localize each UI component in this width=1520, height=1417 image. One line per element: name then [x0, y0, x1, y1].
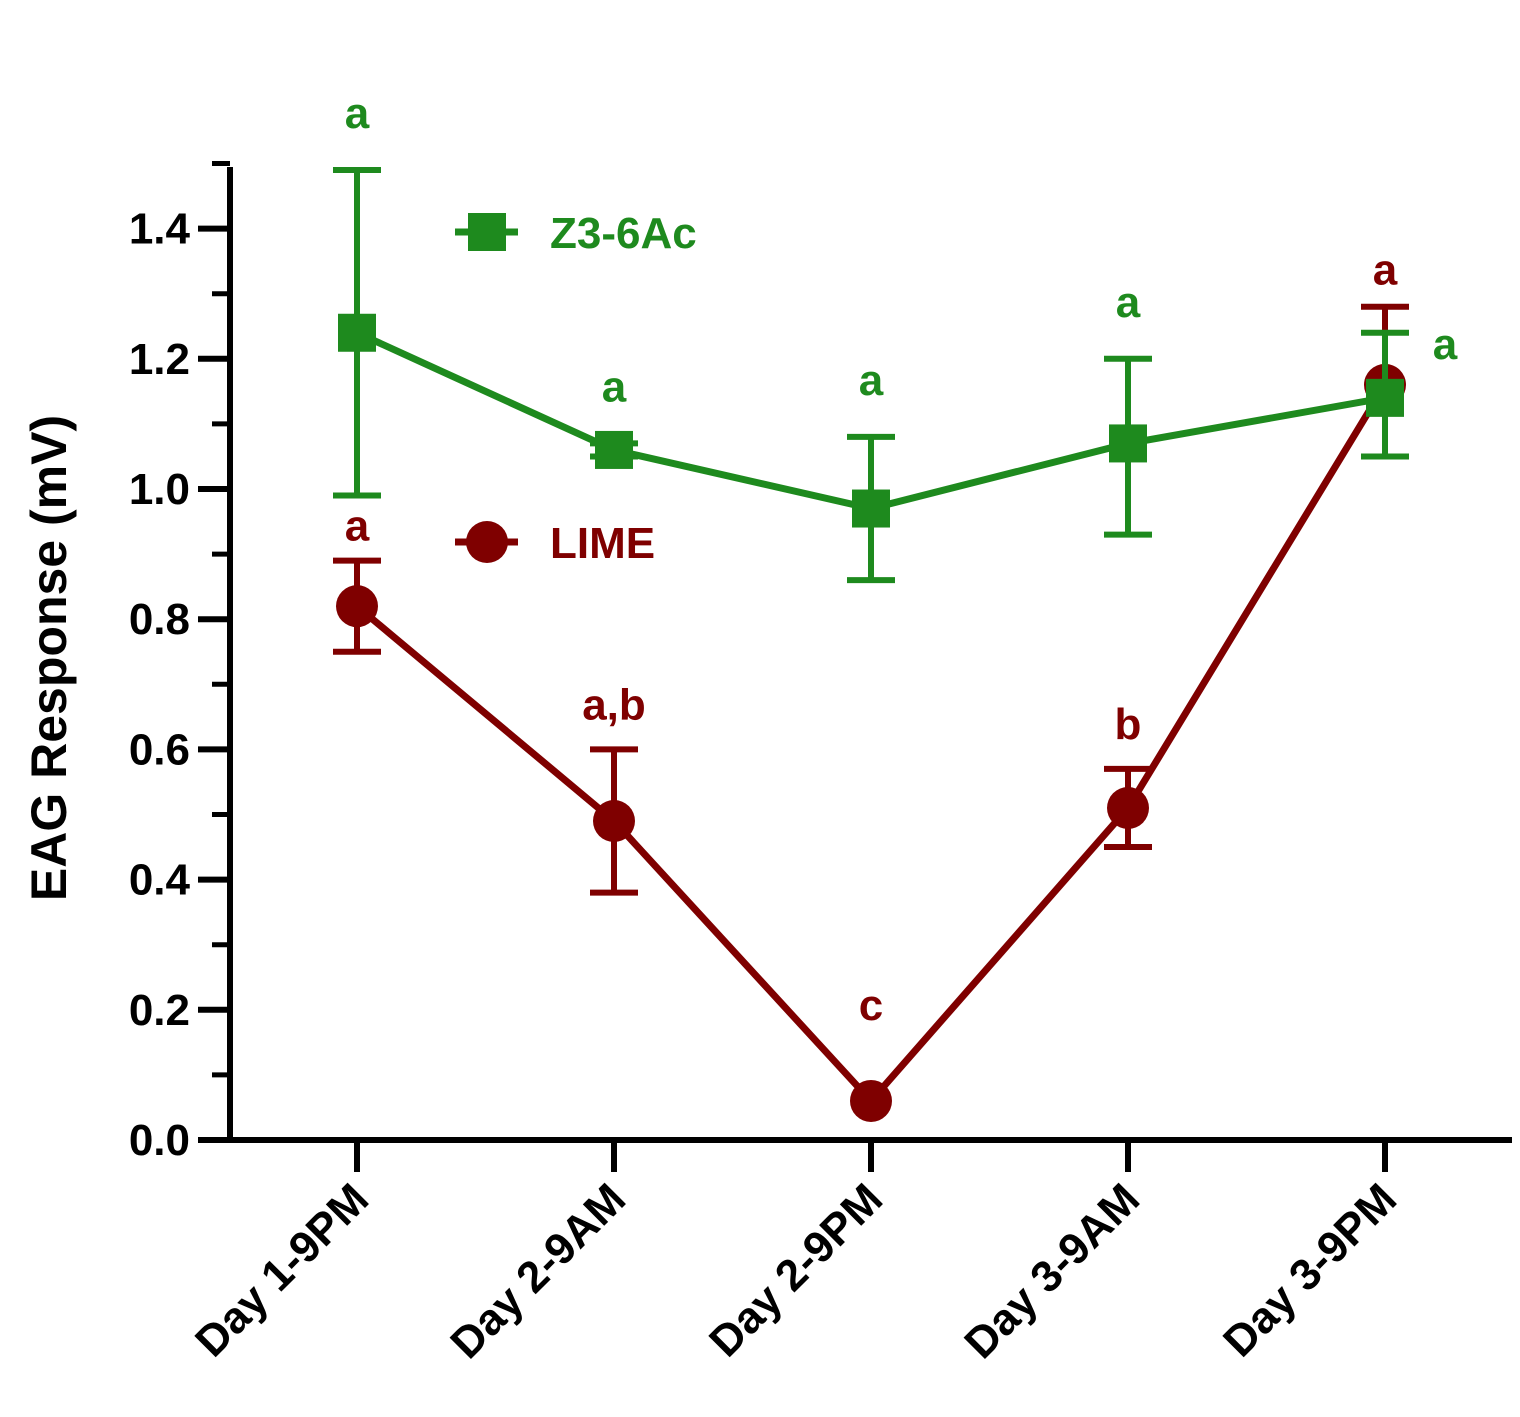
x-tick-label: Day 3-9PM: [1214, 1174, 1406, 1366]
y-tick-label: 1.2: [129, 335, 190, 384]
significance-letter: a: [1433, 320, 1458, 369]
legend-item-lime: LIME: [455, 519, 655, 568]
data-point: [852, 489, 890, 528]
data-point: [1109, 424, 1147, 463]
x-tick-label: Day 3-9AM: [955, 1174, 1149, 1368]
axes: 0.0 0.2 0.4 0.6 0.8 1.0 1.2 1.4 Day 1-9PM Day 2-9…: [129, 161, 1512, 1368]
legend-label: LIME: [550, 519, 655, 568]
data-point: [593, 800, 635, 843]
series-z3-6ac: [333, 167, 1409, 584]
data-point: [850, 1079, 892, 1122]
legend-marker: [468, 213, 506, 251]
y-tick-label: 1.0: [129, 465, 190, 514]
significance-letter: a: [1373, 246, 1398, 295]
y-tick-label: 1.4: [129, 205, 191, 254]
significance-letter: a: [1116, 278, 1141, 327]
data-point: [1366, 378, 1404, 417]
x-tick-label: Day 1-9PM: [186, 1174, 378, 1366]
data-point: [338, 313, 376, 352]
x-tick-label: Day 2-9AM: [441, 1174, 635, 1368]
y-tick-label: 0.6: [129, 725, 190, 774]
significance-letter: a: [602, 362, 627, 411]
legend: Z3-6Ac LIME: [455, 209, 697, 568]
significance-letter: a: [859, 356, 884, 405]
y-axis-title: EAG Response (mV): [21, 415, 77, 901]
series-layer: [333, 167, 1409, 1122]
y-tick-label: 0.0: [129, 1116, 190, 1165]
data-point: [336, 585, 378, 628]
legend-item-z3-6ac: Z3-6Ac: [455, 209, 697, 258]
significance-letter: b: [1115, 700, 1142, 749]
y-tick-label: 0.2: [129, 986, 190, 1035]
x-tick-label: Day 2-9PM: [700, 1174, 892, 1366]
significance-letter: a: [345, 89, 370, 138]
significance-letter: c: [859, 981, 883, 1030]
significance-letter: a,b: [582, 680, 646, 729]
y-tick-label: 0.4: [129, 856, 191, 905]
legend-label: Z3-6Ac: [550, 209, 697, 258]
y-tick-label: 0.8: [129, 595, 190, 644]
significance-letter: a: [345, 502, 370, 551]
legend-marker: [466, 521, 508, 563]
data-point: [595, 430, 633, 469]
series-lime: [333, 303, 1409, 1122]
data-point: [1107, 786, 1149, 829]
